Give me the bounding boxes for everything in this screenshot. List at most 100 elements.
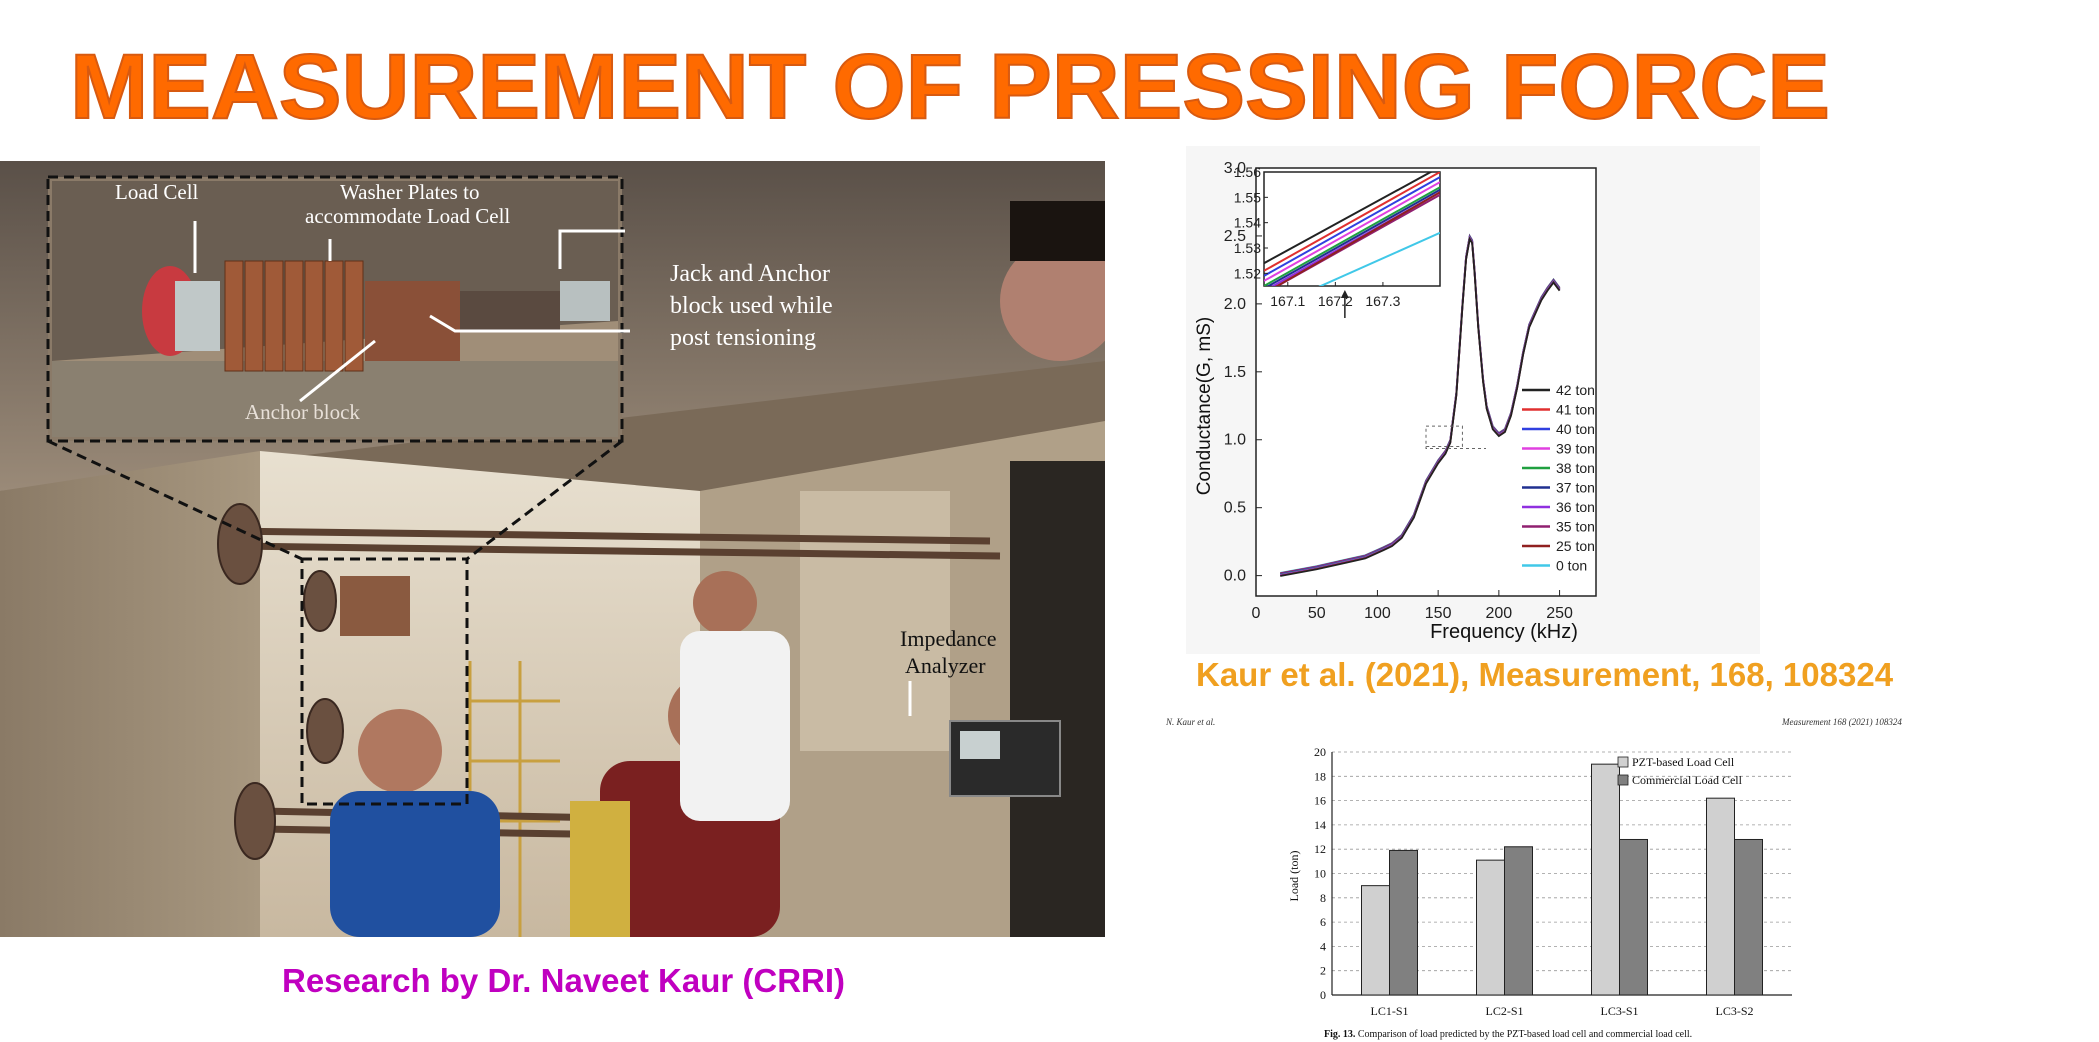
bar — [1389, 849, 1418, 996]
inset-ytick-label: 1.53 — [1234, 240, 1261, 256]
label-impedance-line2: Analyzer — [905, 653, 986, 678]
bar-axes: 0 2 4 6 8 10 12 14 16 18 20 LC1-S1 LC2-S1 LC3-S1 LC3-S… — [1314, 745, 1792, 1018]
bar-ytick-label: 2 — [1320, 964, 1326, 978]
conductance-xtick-label: 200 — [1486, 605, 1513, 622]
inset-xtick-label: 167.2 — [1318, 293, 1353, 309]
bar-category-label: LC2-S1 — [1485, 1004, 1523, 1018]
inset-xtick-label: 167.3 — [1365, 293, 1400, 309]
conductance-legend: 42 ton 41 ton 40 ton 39 ton 38 ton 37 ton 36 t… — [1522, 382, 1595, 574]
legend-label: 42 ton — [1556, 382, 1595, 398]
label-impedance-line1: Impedance — [900, 626, 997, 651]
legend-label: 35 ton — [1556, 519, 1595, 535]
zoom-connector — [1425, 446, 1486, 450]
label-anchor-block: Anchor block — [245, 400, 360, 424]
conductance-ytick-label: 2.0 — [1224, 296, 1246, 313]
legend-label: 37 ton — [1556, 480, 1595, 496]
conductance-inset: 167.1 167.2 167.3 1.52 1.53 1.54 1.55 1.56 — [1234, 164, 1441, 318]
label-load-cell: Load Cell — [115, 180, 199, 204]
paper-header-left: N. Kaur et al. — [1166, 717, 1216, 727]
conductance-xtick-label: 100 — [1364, 605, 1391, 622]
bar-legend-swatch — [1617, 774, 1629, 786]
inset-ytick-label: 1.54 — [1234, 215, 1261, 231]
zoom-region-box — [1425, 425, 1463, 448]
legend-label: 40 ton — [1556, 421, 1595, 437]
label-jack-line3: post tensioning — [670, 325, 816, 351]
figure-caption: Fig. 13. Comparison of load predicted by… — [1324, 1029, 1692, 1040]
research-credit: Research by Dr. Naveet Kaur (CRRI) — [282, 962, 846, 999]
legend-label: 36 ton — [1556, 499, 1595, 515]
bar — [1591, 763, 1620, 996]
bar — [1734, 838, 1763, 996]
inset-series-line — [1264, 176, 1440, 277]
inset-series-line — [1264, 181, 1440, 282]
bar-ytick-label: 10 — [1314, 867, 1326, 881]
bar — [1476, 859, 1505, 996]
bar-ytick-label: 12 — [1314, 842, 1326, 856]
bar-legend: PZT-based Load Cell Commercial Load Cell — [1617, 755, 1743, 787]
inset-series-line — [1275, 191, 1440, 286]
conductance-xlabel: Frequency (kHz) — [1430, 621, 1578, 643]
conductance-ytick-label: 0.0 — [1224, 568, 1246, 585]
bar-ytick-label: 18 — [1314, 769, 1326, 783]
inset-series-line — [1264, 172, 1433, 265]
inset-series-line — [1318, 231, 1440, 286]
legend-label: 39 ton — [1556, 441, 1595, 457]
inset-ytick-label: 1.55 — [1234, 189, 1261, 205]
bar — [1504, 846, 1533, 996]
conductance-series-line — [1280, 236, 1561, 577]
bar — [1706, 797, 1735, 996]
legend-label: 25 ton — [1556, 538, 1595, 554]
citation: Kaur et al. (2021), Measurement, 168, 10… — [1196, 656, 1894, 693]
label-jack-line1: Jack and Anchor — [670, 261, 830, 287]
legend-label: 0 ton — [1556, 558, 1587, 574]
bar-category-label: LC3-S2 — [1715, 1004, 1753, 1018]
bar-ytick-label: 14 — [1314, 818, 1326, 832]
field-test-photo: Load Cell Washer Plates to accommodate L… — [0, 161, 1105, 937]
label-washer-line2: accommodate Load Cell — [305, 204, 510, 228]
conductance-xtick-label: 50 — [1308, 605, 1326, 622]
bar-legend-label: PZT-based Load Cell — [1632, 755, 1735, 769]
bar-ytick-label: 0 — [1320, 988, 1326, 1002]
bar-ylabel: Load (ton) — [1287, 851, 1301, 902]
inset-series-line — [1264, 186, 1440, 286]
bar-ytick-label: 8 — [1320, 891, 1326, 905]
figure-label: Fig. 13. — [1324, 1029, 1356, 1040]
conductance-ytick-label: 0.5 — [1224, 500, 1246, 517]
paper-header-right: Measurement 168 (2021) 108324 — [1782, 717, 1902, 727]
slide-title-text: MEASUREMENT OF PRESSING FORCE — [70, 36, 1830, 138]
conductance-curves — [1280, 233, 1561, 577]
bar — [1361, 885, 1390, 996]
bar-ytick-label: 4 — [1320, 939, 1326, 953]
conductance-xtick-label: 0 — [1252, 605, 1261, 622]
conductance-xtick-label: 150 — [1425, 605, 1452, 622]
slide-title: MEASUREMENT OF PRESSING FORCE — [70, 35, 1831, 138]
inset-ytick-label: 1.56 — [1234, 164, 1261, 180]
conductance-ytick-label: 2.5 — [1224, 228, 1246, 245]
bar-ytick-label: 16 — [1314, 794, 1326, 808]
inset-series-line — [1264, 172, 1440, 272]
conductance-chart: 0 50 100 150 200 250 0.0 0.5 1.0 1.5 2.0 2.5 3.0 167… — [1186, 146, 1760, 654]
bar-category-label: LC3-S1 — [1600, 1004, 1638, 1018]
conductance-xtick-label: 250 — [1546, 605, 1573, 622]
inset-arrow-head — [1340, 290, 1349, 298]
conductance-ytick-label: 1.0 — [1224, 432, 1246, 449]
bar — [1619, 838, 1648, 996]
legend-label: 38 ton — [1556, 460, 1595, 476]
bar-category-label: LC1-S1 — [1370, 1004, 1408, 1018]
label-washer-line1: Washer Plates to — [340, 180, 479, 204]
inset-frame — [1263, 171, 1441, 287]
label-jack-line2: block used while — [670, 293, 833, 319]
conductance-ylabel: Conductance(G, mS) — [1194, 317, 1215, 495]
figure-caption-text: Comparison of load predicted by the PZT-… — [1357, 1029, 1693, 1040]
load-bar-chart: 0 2 4 6 8 10 12 14 16 18 20 LC1-S1 LC2-S1 LC3-S1 LC3-S… — [1287, 745, 1792, 1018]
bar-series — [1361, 763, 1763, 996]
bar-legend-swatch — [1617, 756, 1629, 768]
inset-series-line — [1266, 188, 1440, 286]
conductance-ytick-label: 3.0 — [1224, 160, 1246, 177]
inset-ytick-label: 1.52 — [1234, 265, 1261, 281]
conductance-ytick-label: 1.5 — [1224, 364, 1246, 381]
inset-xtick-label: 167.1 — [1270, 293, 1305, 309]
bar-ytick-label: 6 — [1320, 915, 1326, 929]
legend-label: 41 ton — [1556, 402, 1595, 418]
bar-legend-label: Commercial Load Cell — [1632, 773, 1743, 787]
